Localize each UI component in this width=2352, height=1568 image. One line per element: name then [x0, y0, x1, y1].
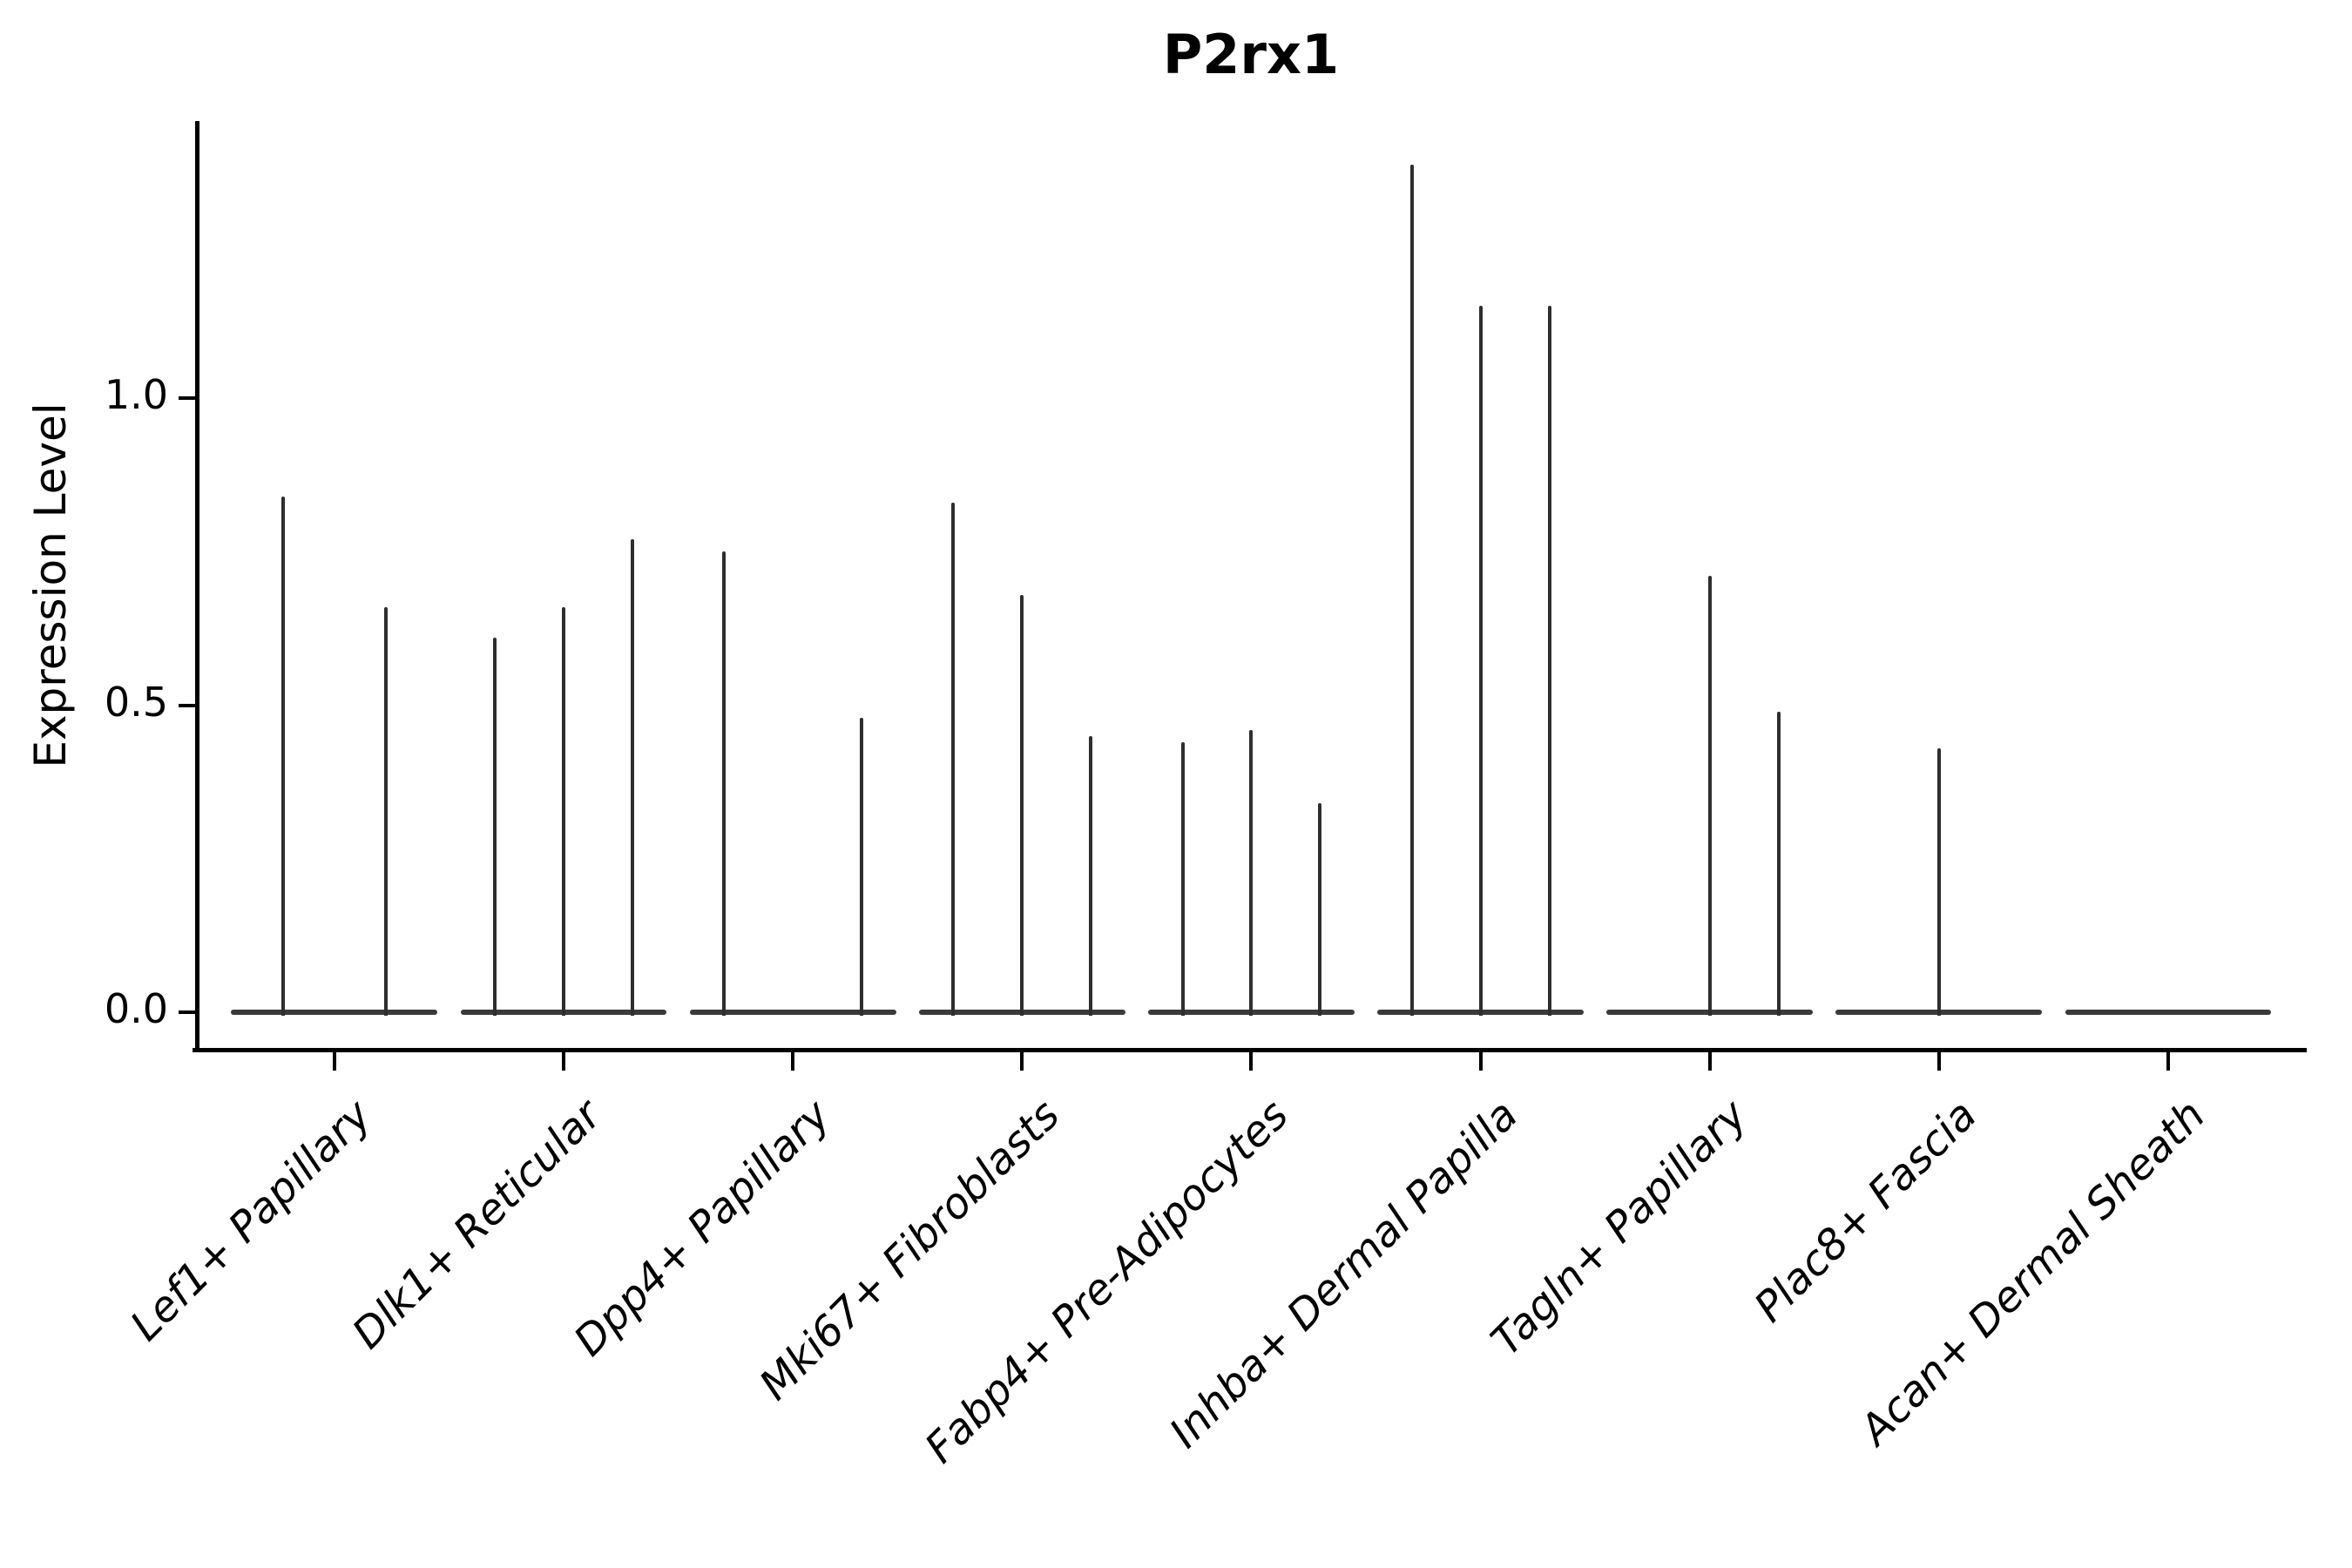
violin-spike	[860, 717, 864, 1016]
violin-spike	[1409, 165, 1414, 1016]
y-tick	[179, 703, 195, 707]
x-tick-label: Dlk1+ Reticular	[342, 1091, 611, 1359]
violin-spike	[1936, 747, 1941, 1016]
violin-spike	[630, 539, 634, 1016]
x-tick	[1020, 1050, 1024, 1071]
y-axis-spine	[195, 121, 199, 1052]
violin-spike	[562, 606, 566, 1016]
y-tick-label: 0.0	[104, 985, 168, 1032]
violin-baseline	[2065, 1010, 2272, 1015]
y-tick	[179, 1010, 195, 1014]
x-tick	[1707, 1050, 1712, 1071]
violin-spike	[280, 496, 285, 1016]
plot-title: P2rx1	[1162, 23, 1340, 86]
violin-spike	[1547, 306, 1551, 1016]
violin-spike	[1249, 729, 1254, 1016]
x-tick-label: Fabp4+ Pre-Adipocytes	[916, 1091, 1299, 1473]
y-tick-label: 0.5	[104, 678, 168, 726]
violin-spike	[384, 606, 389, 1016]
x-tick	[1478, 1050, 1483, 1071]
x-tick	[791, 1050, 795, 1071]
x-tick	[332, 1050, 336, 1071]
x-tick	[1249, 1050, 1254, 1071]
violin-spike	[951, 502, 956, 1016]
violin-spike	[1020, 594, 1024, 1016]
violin-baseline	[689, 1010, 896, 1015]
x-tick	[1936, 1050, 1941, 1071]
violin-spike	[1478, 306, 1483, 1016]
violin-spike	[1707, 576, 1712, 1016]
violin-baseline	[231, 1010, 438, 1015]
x-tick	[562, 1050, 566, 1071]
y-tick-label: 1.0	[104, 371, 168, 418]
violin-spike	[722, 551, 727, 1016]
x-tick-label: Tagln+ Papillary	[1482, 1091, 1757, 1366]
y-tick	[179, 396, 195, 400]
x-tick-label: Dpp4+ Papillary	[564, 1091, 840, 1366]
x-tick-label: Lef1+ Papillary	[121, 1091, 382, 1351]
violin-spike	[1776, 711, 1781, 1016]
violin-spike	[1180, 741, 1185, 1016]
x-tick	[2166, 1050, 2170, 1071]
violin-spike	[1089, 735, 1093, 1016]
x-tick-label: Plac8+ Fascia	[1744, 1091, 1986, 1332]
violin-spike	[493, 637, 497, 1016]
violin-spike	[1318, 803, 1322, 1016]
